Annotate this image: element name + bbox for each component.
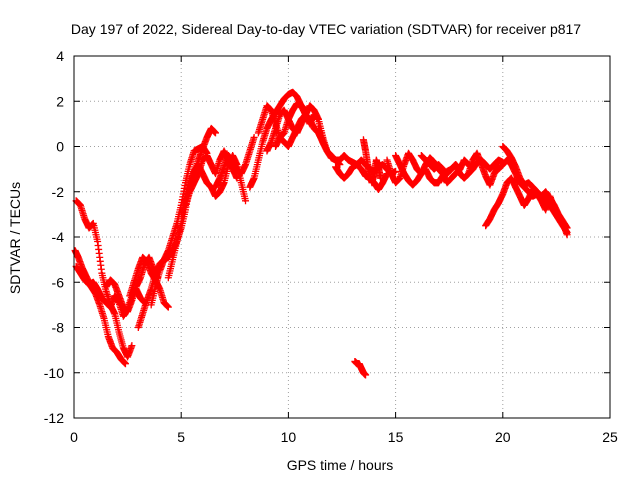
- data-point: [377, 174, 385, 182]
- data-point: [164, 303, 172, 311]
- y-tick-label: 4: [56, 48, 64, 64]
- axis-ticks: 0 5 10 15 20 25 -12 -10 -8 -6 -4 -2 0 2 4: [44, 48, 618, 445]
- y-tick-label: -12: [44, 410, 64, 426]
- chart-title: Day 197 of 2022, Sidereal Day-to-day VTE…: [71, 21, 581, 37]
- data-point: [242, 197, 250, 205]
- y-tick-label: -2: [52, 184, 65, 200]
- x-tick-label: 15: [388, 429, 404, 445]
- x-tick-label: 10: [281, 429, 297, 445]
- grid-lines: [74, 56, 610, 418]
- x-tick-label: 5: [177, 429, 185, 445]
- x-tick-label: 25: [602, 429, 618, 445]
- data-point: [250, 133, 258, 141]
- x-axis-label: GPS time / hours: [287, 457, 394, 473]
- data-point: [563, 231, 571, 239]
- y-tick-label: 2: [56, 93, 64, 109]
- data-point: [128, 342, 136, 350]
- y-tick-label: -4: [52, 229, 65, 245]
- data-point: [362, 371, 370, 379]
- y-axis-label: SDTVAR / TECUs: [7, 182, 23, 294]
- y-tick-label: -10: [44, 365, 64, 381]
- y-tick-label: -8: [52, 320, 65, 336]
- x-tick-label: 20: [495, 429, 511, 445]
- y-tick-label: -6: [52, 274, 65, 290]
- x-tick-label: 0: [70, 429, 78, 445]
- data-points: [71, 88, 571, 379]
- data-point: [121, 360, 129, 368]
- data-point: [212, 129, 220, 137]
- y-tick-label: 0: [56, 139, 64, 155]
